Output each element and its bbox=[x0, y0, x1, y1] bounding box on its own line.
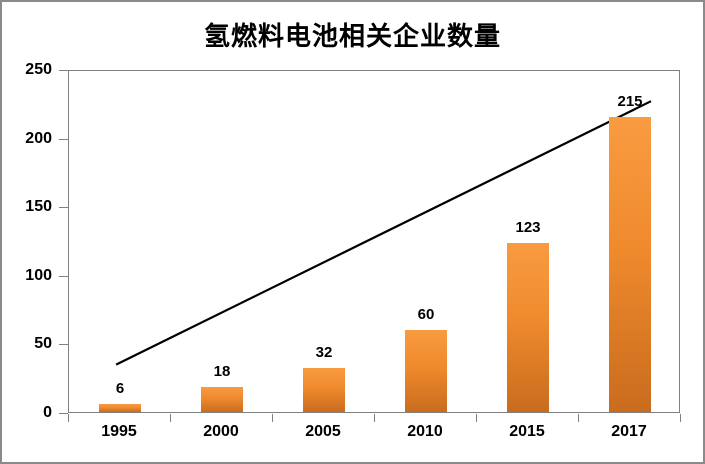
x-tick-label: 1995 bbox=[101, 423, 137, 440]
x-tick-label: 2017 bbox=[611, 423, 647, 440]
bar-2000 bbox=[201, 387, 243, 412]
bar-value-label: 123 bbox=[515, 219, 541, 237]
y-tick-label: 0 bbox=[43, 404, 52, 421]
bar-value-label: 6 bbox=[115, 379, 125, 397]
x-tick-label: 2005 bbox=[305, 423, 341, 440]
bar-2017 bbox=[609, 117, 651, 412]
x-tick-mark bbox=[170, 414, 171, 422]
y-tick-mark bbox=[59, 138, 68, 140]
bar-2010 bbox=[405, 329, 447, 412]
x-tick-mark bbox=[476, 414, 477, 422]
y-tick-label: 200 bbox=[25, 129, 52, 147]
x-tick-mark bbox=[374, 414, 375, 422]
bar-value-label: 215 bbox=[617, 93, 643, 111]
plot-area: 6 18 32 60 123 215 bbox=[68, 70, 680, 413]
x-tick-mark bbox=[68, 414, 69, 422]
bar-value-label: 18 bbox=[213, 363, 231, 381]
y-tick-mark bbox=[59, 70, 68, 71]
bar-2015 bbox=[507, 243, 549, 412]
bar-value-label: 60 bbox=[417, 305, 435, 323]
y-tick-mark bbox=[59, 275, 68, 277]
trend-line bbox=[115, 100, 652, 366]
x-tick-mark bbox=[578, 414, 579, 422]
trend-line-layer bbox=[115, 100, 652, 366]
y-tick-label: 150 bbox=[25, 198, 52, 216]
y-tick-label: 250 bbox=[25, 61, 52, 78]
chart-title: 氢燃料电池相关企业数量 bbox=[203, 21, 501, 51]
bar-1995 bbox=[99, 403, 141, 412]
x-tick-mark bbox=[272, 414, 273, 422]
bar-value-label: 32 bbox=[315, 344, 333, 362]
y-tick-mark bbox=[59, 344, 68, 346]
y-tick-label: 50 bbox=[34, 335, 52, 353]
bar-2005 bbox=[303, 368, 345, 412]
y-tick-mark bbox=[59, 207, 68, 209]
y-tick-label: 100 bbox=[25, 266, 52, 284]
x-tick-label: 2010 bbox=[407, 423, 443, 440]
x-tick-mark bbox=[680, 414, 681, 422]
x-tick-label: 2015 bbox=[509, 423, 545, 440]
x-tick-label: 2000 bbox=[203, 423, 239, 440]
y-tick-mark bbox=[59, 413, 68, 414]
